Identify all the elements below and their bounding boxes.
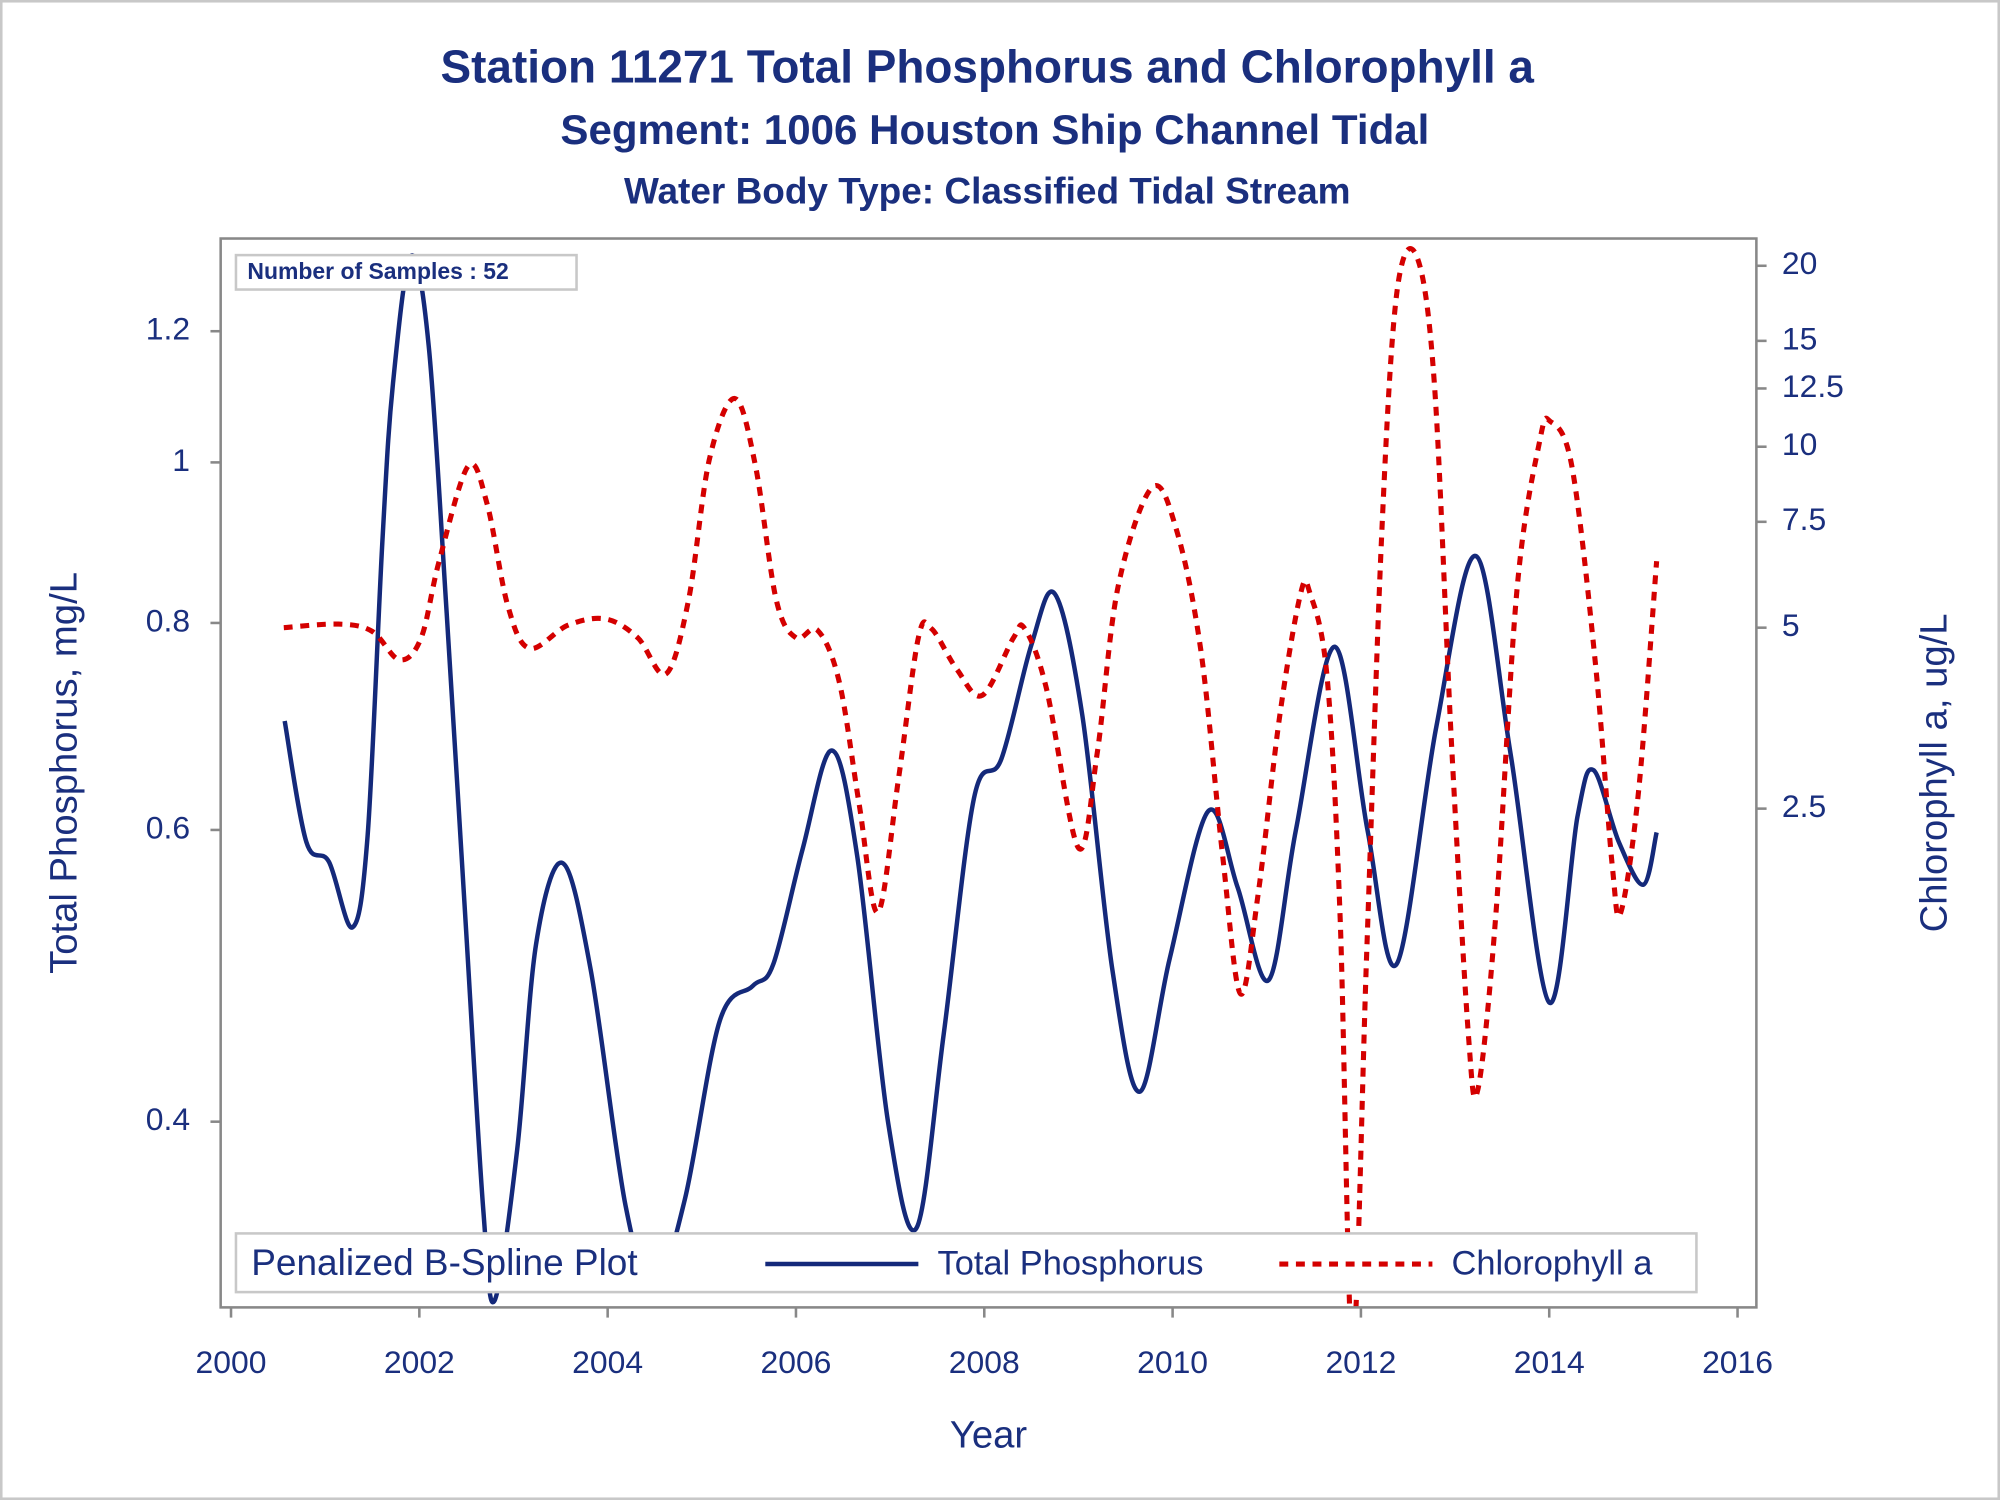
annotation-box xyxy=(234,253,578,291)
x-tick-label: 2002 xyxy=(384,1344,455,1380)
y2-tick-label: 2.5 xyxy=(1782,788,1826,824)
y-tick-label: 0.8 xyxy=(146,602,190,638)
legend-box xyxy=(234,1232,1698,1294)
y2-tick-label: 15 xyxy=(1782,320,1817,356)
y2-tick-label: 5 xyxy=(1782,607,1800,643)
y2-tick-label: 12.5 xyxy=(1782,368,1844,404)
y-tick-label: 0.6 xyxy=(146,809,190,845)
series-line xyxy=(282,253,1659,1305)
x-tick-label: 2010 xyxy=(1137,1344,1208,1380)
x-tick-label: 2004 xyxy=(572,1344,643,1380)
y2-tick-label: 10 xyxy=(1782,426,1817,462)
legend-label: Chlorophyll a xyxy=(1452,1244,1654,1282)
chart-subtitle: Segment: 1006 Houston Ship Channel Tidal xyxy=(560,106,1429,153)
plot-frame xyxy=(219,237,1758,1309)
y-tick-label: 1.2 xyxy=(146,311,190,347)
legend-title: Penalized B-Spline Plot xyxy=(251,1242,637,1283)
y-tick-label: 0.4 xyxy=(146,1101,190,1137)
y-tick-label: 1 xyxy=(172,442,190,478)
x-tick-label: 2012 xyxy=(1325,1344,1396,1380)
x-tick-label: 2006 xyxy=(761,1344,832,1380)
legend: Penalized B-Spline Plot Total Phosphorus… xyxy=(234,1232,1698,1294)
chart-title: Station 11271 Total Phosphorus and Chlor… xyxy=(441,40,1535,92)
x-tick-label: 2008 xyxy=(949,1344,1020,1380)
x-tick-label: 2000 xyxy=(196,1344,267,1380)
y2-tick-label: 20 xyxy=(1782,245,1817,281)
y2-axis-label: Chlorophyll a, ug/L xyxy=(1912,613,1955,932)
x-axis-label: Year xyxy=(950,1414,1028,1457)
y2-tick-label: 7.5 xyxy=(1782,501,1826,537)
y-axis-label: Total Phosphorus, mg/L xyxy=(42,572,85,974)
series-line xyxy=(283,246,1660,1308)
plot-lines xyxy=(282,246,1660,1308)
x-tick-label: 2016 xyxy=(1702,1344,1773,1380)
annotation: Number of Samples : 52 xyxy=(247,258,508,284)
chart-subtitle: Water Body Type: Classified Tidal Stream xyxy=(624,171,1351,212)
legend-label: Total Phosphorus xyxy=(938,1244,1204,1282)
x-tick-label: 2014 xyxy=(1514,1344,1585,1380)
